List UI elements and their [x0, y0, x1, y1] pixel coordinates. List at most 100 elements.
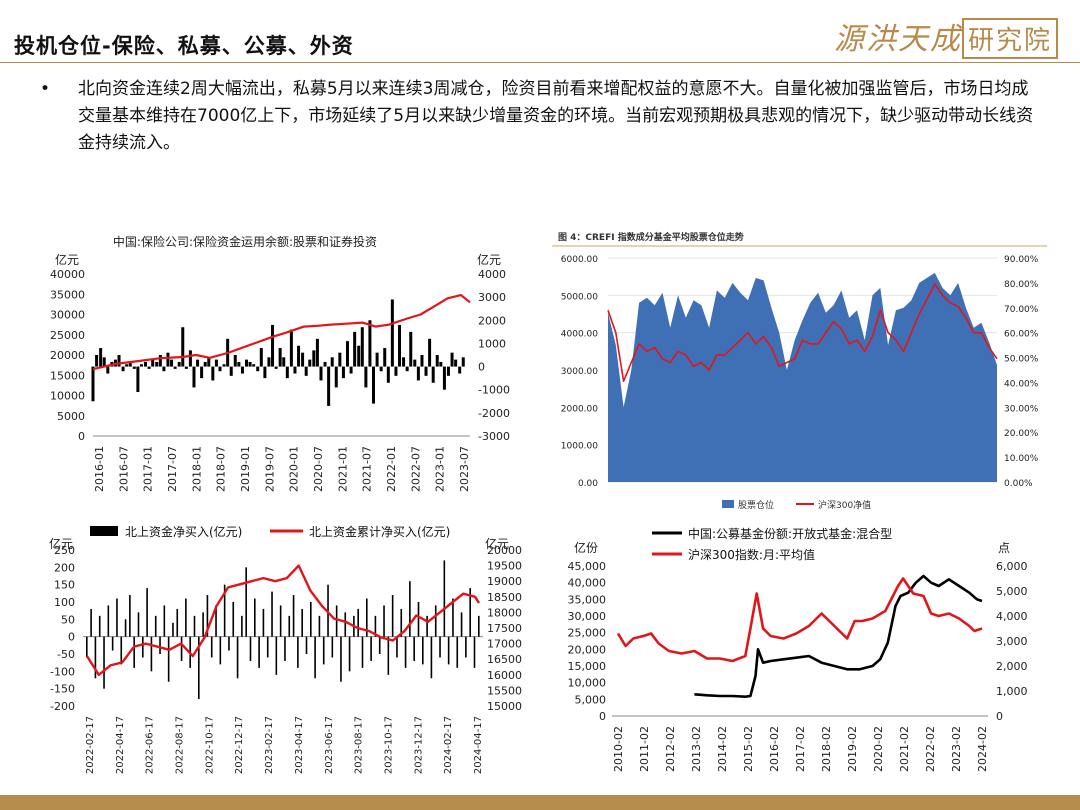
net-buy-bar [465, 636, 467, 658]
net-change-bar [173, 366, 177, 369]
left-axis-tick-label: 6000.00 [561, 255, 598, 265]
net-change-bar [155, 361, 159, 367]
net-change-bar [259, 348, 263, 367]
left-axis-tick-label: 40,000 [568, 577, 607, 590]
net-buy-bar [469, 588, 471, 637]
net-change-bar [442, 366, 446, 390]
net-buy-bar [396, 636, 398, 658]
net-buy-bar [413, 636, 415, 661]
left-unit-label: 亿份 [574, 540, 598, 555]
net-change-bar [383, 348, 387, 367]
net-change-bar [274, 366, 278, 369]
net-change-bar [177, 361, 181, 367]
net-buy-bar [370, 636, 372, 661]
insurance-x-tick-label: 2017-01 [142, 446, 155, 492]
left-axis-tick-label: -150 [50, 683, 75, 696]
net-buy-bar [262, 608, 265, 637]
net-buy-bar [142, 636, 144, 658]
net-change-bar [308, 359, 312, 367]
insurance-x-tick-label: 2023-07 [458, 446, 471, 492]
net-buy-bar [94, 636, 97, 679]
legend-label: 股票仓位 [738, 499, 774, 511]
net-change-bar [312, 350, 316, 367]
legend-label: 北上资金累计净买入(亿元) [309, 524, 450, 539]
legend-label: 中国:公募基金份额:开放式基金:混合型 [688, 526, 892, 541]
net-change-bar [91, 366, 95, 402]
left-axis-tick-label: 250 [54, 544, 75, 557]
insurance-x-tick-label: 2020-07 [312, 446, 325, 492]
net-buy-bar [292, 595, 295, 637]
left-axis-tick-label: 0 [78, 430, 85, 443]
net-change-bar [192, 366, 196, 388]
northbound-x-tick-label: 2023-12-17 [413, 716, 424, 774]
left-axis-tick-label: 200 [54, 561, 75, 574]
net-change-bar [121, 366, 125, 372]
net-change-bar [416, 366, 420, 381]
net-buy-bar [150, 636, 153, 672]
net-change-bar [222, 364, 226, 367]
net-change-bar [237, 361, 241, 367]
net-change-bar [394, 366, 398, 376]
net-buy-bar [107, 605, 110, 637]
net-buy-bar [103, 636, 105, 689]
net-change-bar [271, 324, 275, 367]
page-title: 投机仓位-保险、私募、公募、外资 [14, 34, 354, 58]
right-axis-tick-label: 5,000 [996, 585, 1028, 598]
right-axis-tick-label: 2000 [478, 314, 506, 327]
right-axis-tick-label: 18000 [487, 606, 522, 619]
equity-position-area [608, 272, 997, 482]
footer-bar [0, 795, 1080, 810]
mutual-fund-x-tick-label: 2017-02 [794, 726, 807, 772]
left-axis-tick-label: 20,000 [568, 643, 607, 656]
insurance-x-tick-label: 2019-01 [239, 446, 252, 492]
right-axis-tick-label: 3,000 [996, 635, 1028, 648]
net-change-bar [170, 359, 174, 367]
northbound-x-tick-label: 2023-06-17 [324, 716, 335, 774]
net-buy-bar [279, 605, 282, 637]
left-axis-tick-label: 40000 [50, 268, 85, 281]
net-change-bar [386, 366, 390, 383]
legend-swatch-area [722, 500, 734, 508]
northbound-x-tick-label: 2023-04-17 [294, 716, 305, 774]
insurance-x-tick-label: 2020-01 [288, 446, 301, 492]
net-buy-bar [452, 598, 454, 637]
right-axis-tick-label: 40.00% [1004, 379, 1039, 389]
net-change-bar [289, 329, 293, 367]
net-change-bar [125, 364, 129, 367]
mutual-fund-x-tick-label: 2024-02 [976, 726, 989, 772]
net-change-bar [390, 299, 394, 367]
insurance-x-tick-label: 2019-07 [263, 446, 276, 492]
net-change-bar [162, 366, 166, 372]
net-buy-bar [443, 560, 446, 637]
csi300-monthly-avg-line [616, 577, 983, 663]
cumulative-net-buy-line [85, 564, 481, 677]
net-change-bar [233, 355, 237, 367]
net-change-bar [117, 355, 121, 367]
net-buy-bar [400, 608, 403, 637]
net-change-bar [278, 348, 282, 367]
net-change-bar [349, 366, 353, 374]
net-change-bar [139, 364, 143, 367]
net-change-bar [229, 366, 233, 376]
net-buy-bar [254, 598, 256, 637]
right-axis-tick-label: 0.00% [1004, 479, 1033, 489]
csi300-nav-line [607, 283, 998, 382]
right-unit-label: 点 [998, 541, 1010, 555]
mutual-fund-x-tick-label: 2019-02 [846, 726, 859, 772]
insurance-x-tick-label: 2018-01 [190, 446, 203, 492]
northbound-chart: 北上资金净买入(亿元) 北上资金累计净买入(亿元)亿元 亿元250200150100… [49, 524, 522, 774]
net-buy-bar [206, 595, 209, 637]
left-axis-tick-label: 3000.00 [561, 367, 598, 377]
right-axis-tick-label: 2,000 [996, 660, 1028, 673]
net-buy-bar [361, 636, 364, 668]
net-change-bar [203, 361, 207, 367]
right-axis-tick-label: 30.00% [1004, 404, 1039, 414]
northbound-x-tick-label: 2022-04-17 [115, 716, 126, 774]
left-axis-tick-label: 10,000 [568, 677, 607, 690]
net-change-bar [345, 341, 349, 367]
net-buy-bar [404, 636, 407, 668]
net-change-bar [435, 355, 439, 367]
net-buy-bar [322, 636, 325, 665]
net-change-bar [439, 361, 443, 367]
net-buy-bar [314, 636, 316, 679]
